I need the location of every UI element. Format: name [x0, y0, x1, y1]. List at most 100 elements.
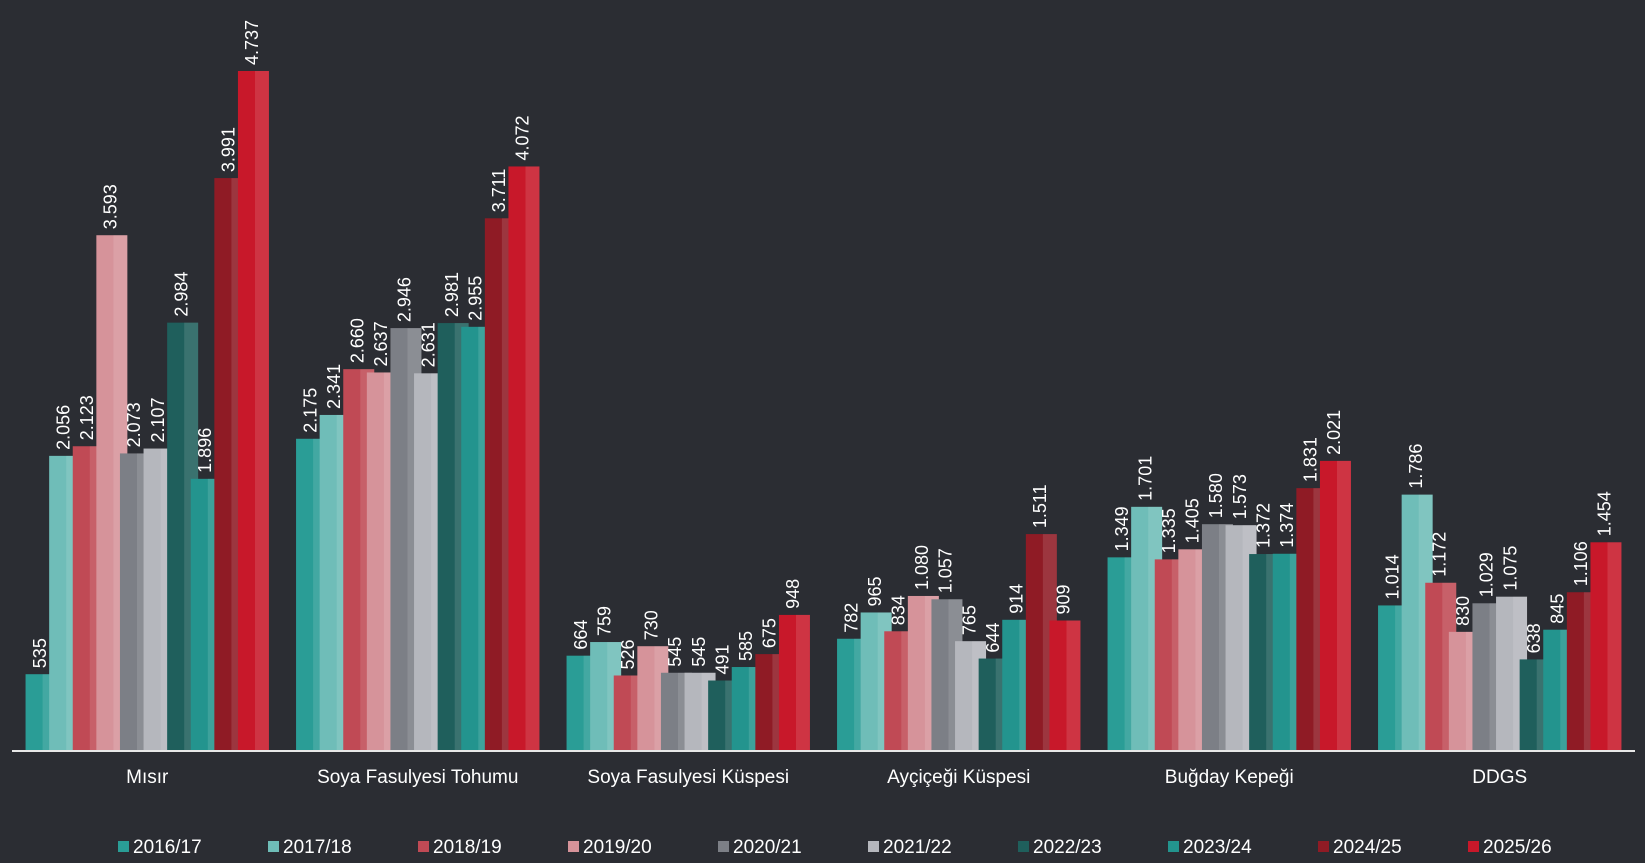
value-label: 845: [1548, 594, 1568, 624]
legend-swatch: [1168, 841, 1179, 852]
value-label: 759: [594, 606, 614, 636]
bar-highlight: [1066, 620, 1081, 751]
value-label: 1.831: [1301, 437, 1321, 482]
value-label: 2.631: [418, 322, 438, 367]
value-label: 2.073: [124, 402, 144, 447]
value-label: 3.991: [219, 127, 239, 172]
value-label: 545: [689, 637, 709, 667]
legend-label: 2024/25: [1333, 837, 1402, 858]
value-label: 730: [642, 610, 662, 640]
legend-swatch: [418, 841, 429, 852]
value-label: 3.711: [489, 169, 509, 213]
value-label: 1.580: [1206, 473, 1226, 518]
value-label: 2.637: [371, 321, 391, 366]
value-label: 1.374: [1277, 503, 1297, 548]
legend-label: 2016/17: [133, 837, 202, 858]
value-label: 545: [665, 637, 685, 667]
legend-label: 2022/23: [1033, 837, 1102, 858]
value-label: 2.984: [171, 272, 191, 317]
value-label: 1.701: [1135, 456, 1155, 501]
value-label: 2.660: [348, 318, 368, 363]
x-tick-label: DDGS: [1472, 767, 1527, 788]
legend-label: 2017/18: [283, 837, 352, 858]
bar-highlight: [525, 166, 540, 752]
value-label: 526: [618, 639, 638, 669]
legend-swatch: [1318, 841, 1329, 852]
value-label: 3.593: [101, 184, 121, 229]
value-label: 1.405: [1183, 498, 1203, 543]
value-label: 1.014: [1382, 554, 1402, 599]
value-label: 830: [1453, 596, 1473, 626]
x-tick-label: Buğday Kepeği: [1165, 767, 1294, 788]
value-label: 948: [783, 579, 803, 609]
bar: [237, 71, 269, 751]
legend-swatch: [268, 841, 279, 852]
value-label: 675: [760, 618, 780, 648]
legend-swatch: [1018, 841, 1029, 852]
value-label: 2.981: [442, 272, 462, 317]
x-tick-label: Soya Fasulyesi Tohumu: [317, 767, 518, 788]
legend-label: 2018/19: [433, 837, 502, 858]
value-label: 965: [865, 576, 885, 606]
value-label: 782: [841, 603, 861, 633]
bar: [1319, 460, 1351, 751]
value-label: 1.029: [1477, 552, 1497, 597]
value-label: 2.107: [148, 397, 168, 442]
value-label: 2.175: [300, 388, 320, 433]
value-label: 1.786: [1406, 444, 1426, 489]
legend-swatch: [568, 841, 579, 852]
value-label: 914: [1007, 584, 1027, 614]
value-label: 1.372: [1253, 503, 1273, 548]
legend-swatch: [1468, 841, 1479, 852]
value-label: 2.946: [395, 277, 415, 322]
bar: [778, 614, 810, 751]
value-label: 765: [959, 605, 979, 635]
value-label: 1.106: [1571, 541, 1591, 586]
value-label: 2.955: [466, 276, 486, 321]
value-label: 638: [1524, 623, 1544, 653]
value-label: 1.511: [1030, 484, 1050, 528]
x-tick-label: Soya Fasulyesi Küspesi: [587, 767, 789, 788]
value-label: 2.021: [1324, 410, 1344, 455]
value-label: 4.737: [242, 20, 262, 65]
value-label: 4.072: [513, 115, 533, 160]
value-label: 1.454: [1595, 491, 1615, 536]
bar: [1590, 542, 1622, 751]
value-label: 2.341: [324, 364, 344, 409]
legend-label: 2020/21: [733, 837, 802, 858]
bar-highlight: [796, 614, 810, 751]
bar-highlight: [1337, 460, 1351, 751]
legend-label: 2023/24: [1183, 837, 1252, 858]
value-label: 2.123: [77, 395, 97, 440]
legend-label: 2021/22: [883, 837, 952, 858]
legend-swatch: [868, 841, 879, 852]
value-label: 909: [1054, 584, 1074, 614]
value-label: 1.335: [1159, 508, 1179, 553]
bar-highlight: [1607, 542, 1622, 751]
value-label: 1.172: [1430, 532, 1450, 577]
value-label: 1.573: [1230, 474, 1250, 519]
value-label: 1.349: [1112, 506, 1132, 551]
value-label: 1.075: [1500, 546, 1520, 591]
bar: [508, 166, 540, 752]
legend-label: 2025/26: [1483, 837, 1552, 858]
value-label: 491: [712, 644, 732, 674]
value-label: 664: [571, 620, 591, 650]
x-tick-label: Mısır: [126, 767, 169, 788]
bar: [1049, 620, 1081, 751]
x-tick-label: Ayçiçeği Küspesi: [887, 767, 1030, 788]
value-label: 1.057: [936, 548, 956, 593]
bar-highlight: [255, 71, 269, 751]
legend-label: 2019/20: [583, 837, 652, 858]
value-label: 1.896: [195, 428, 215, 473]
value-label: 2.056: [53, 405, 73, 450]
legend-swatch: [118, 841, 129, 852]
value-label: 644: [983, 623, 1003, 653]
value-label: 585: [736, 631, 756, 661]
legend-swatch: [718, 841, 729, 852]
value-label: 535: [30, 638, 50, 668]
value-label: 1.080: [912, 545, 932, 590]
value-label: 834: [889, 595, 909, 625]
